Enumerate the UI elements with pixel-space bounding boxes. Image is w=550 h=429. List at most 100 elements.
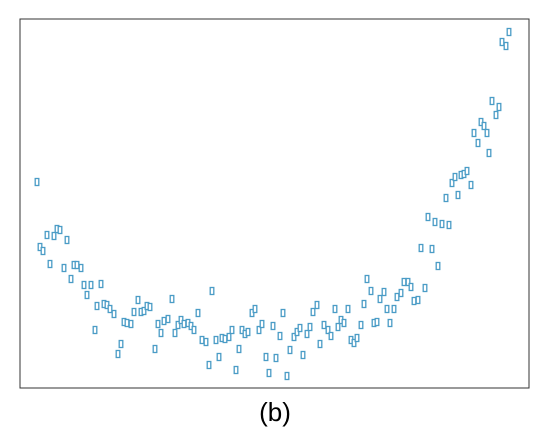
point [277,331,283,341]
point [206,360,212,370]
point [128,319,134,329]
point [68,274,74,284]
point [401,277,407,287]
point [270,321,276,331]
point [229,325,235,335]
point [368,286,374,296]
point [486,148,492,158]
point [374,317,380,327]
point [44,230,50,240]
point [165,314,171,324]
point [287,345,293,355]
point [141,306,147,316]
point [233,365,239,375]
point [503,41,509,51]
point [432,217,438,227]
point [161,316,167,326]
point [422,283,428,293]
point [284,371,290,381]
point [493,110,499,120]
point [398,288,404,298]
point [439,219,445,229]
plot-frame [19,18,530,389]
point [304,329,310,339]
point [300,350,306,360]
point [377,294,383,304]
point [471,128,477,138]
point [332,304,338,314]
point [111,309,117,319]
point [124,318,130,328]
point [256,325,262,335]
point [266,368,272,378]
point [394,292,400,302]
point [172,328,178,338]
point [354,333,360,343]
point [499,37,505,47]
point [131,307,137,317]
point [481,121,487,131]
point [213,335,219,345]
point [405,277,411,287]
point [391,304,397,314]
point [345,304,351,314]
point [203,337,209,347]
point [384,304,390,314]
point [325,325,331,335]
point [387,318,393,328]
point [381,287,387,297]
point [446,220,452,230]
point [226,332,232,342]
point [317,339,323,349]
point [175,320,181,330]
point [135,295,141,305]
point [195,308,201,318]
point [74,260,80,270]
point [489,96,495,106]
point [449,178,455,188]
point [245,327,251,337]
point [222,334,228,344]
point [263,352,269,362]
point [84,290,90,300]
point [425,212,431,222]
point [199,335,205,345]
point [280,308,286,318]
point [107,304,113,314]
point [64,235,70,245]
point [455,190,461,200]
point [98,279,104,289]
point [307,322,313,332]
point [92,325,98,335]
point [115,349,121,359]
point [361,299,367,309]
point [314,300,320,310]
point [152,344,158,354]
point [40,246,46,256]
point [209,286,215,296]
point [252,304,258,314]
point [464,166,470,176]
point [452,172,458,182]
point [475,138,481,148]
point [78,263,84,273]
point [181,319,187,329]
point [358,320,364,330]
point [88,280,94,290]
point [191,325,197,335]
point [273,353,279,363]
point [415,295,421,305]
point [341,318,347,328]
point [321,320,327,330]
point [328,331,334,341]
point [429,244,435,254]
point [51,231,57,241]
point [418,243,424,253]
point [484,128,490,138]
point [236,344,242,354]
point [169,294,175,304]
point [34,177,40,187]
x-axis-label: (b) [259,397,291,427]
point [506,27,512,37]
